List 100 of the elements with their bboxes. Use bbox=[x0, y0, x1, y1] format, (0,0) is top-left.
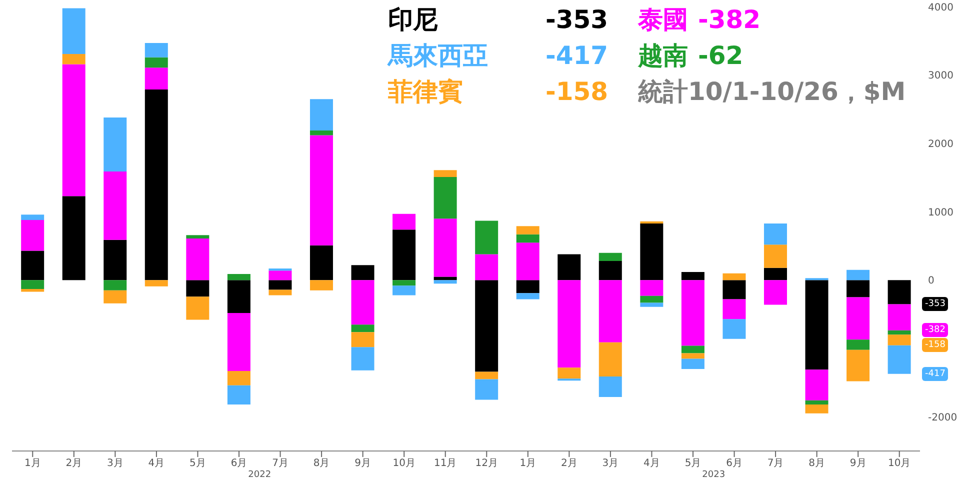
bar bbox=[640, 280, 664, 296]
bar bbox=[186, 235, 210, 238]
x-tick-label: 4月 bbox=[644, 458, 660, 470]
bar bbox=[351, 332, 374, 348]
x-tick-label: 5月 bbox=[190, 458, 206, 470]
bar bbox=[392, 286, 416, 296]
bar bbox=[764, 280, 787, 305]
x-tick-label: 7月 bbox=[272, 458, 288, 470]
y-tick-label: 1000 bbox=[928, 207, 954, 218]
bar bbox=[144, 90, 168, 280]
x-tick-label: 10月 bbox=[392, 458, 416, 470]
bar bbox=[598, 376, 622, 398]
bar bbox=[805, 404, 828, 414]
bar bbox=[227, 274, 250, 280]
bar bbox=[434, 218, 457, 277]
bar bbox=[888, 304, 911, 330]
bar bbox=[846, 297, 870, 340]
bar bbox=[722, 273, 746, 280]
bar bbox=[310, 280, 333, 290]
annotation: -62 bbox=[698, 40, 744, 72]
bar bbox=[516, 226, 540, 234]
y-tick-label: -2000 bbox=[928, 412, 958, 424]
x-tick-label: 9月 bbox=[354, 458, 372, 470]
text: -382 bbox=[922, 323, 948, 338]
x-tick-label: 6月 bbox=[230, 458, 248, 470]
annotation: -353 bbox=[545, 4, 608, 36]
y-tick-label: 2000 bbox=[928, 139, 954, 150]
bar bbox=[21, 280, 44, 290]
bar bbox=[558, 254, 581, 280]
bar bbox=[722, 319, 746, 339]
bar bbox=[186, 296, 210, 320]
bar bbox=[104, 240, 127, 280]
bar bbox=[434, 170, 457, 177]
x-tick-label: 1月 bbox=[24, 458, 41, 470]
x-tick-label: 12月 bbox=[475, 458, 498, 470]
bar bbox=[681, 358, 704, 369]
bar bbox=[722, 299, 746, 320]
y-tick-label: 4000 bbox=[928, 2, 954, 14]
text: 2023 bbox=[701, 470, 726, 480]
bar bbox=[310, 245, 333, 280]
bar bbox=[475, 254, 498, 280]
text: -158 bbox=[922, 338, 948, 352]
bar bbox=[268, 290, 292, 296]
bar bbox=[392, 214, 416, 230]
bar bbox=[227, 312, 250, 372]
bar bbox=[392, 280, 416, 286]
bar bbox=[681, 280, 704, 346]
bar bbox=[516, 234, 540, 243]
y-tick-label: 3000 bbox=[928, 70, 954, 82]
bar bbox=[722, 280, 746, 300]
bar bbox=[681, 346, 704, 354]
bar bbox=[640, 223, 664, 280]
bar bbox=[598, 261, 622, 280]
y-tick-label: 0 bbox=[928, 276, 934, 287]
bar bbox=[227, 280, 250, 313]
text: 印尼 bbox=[388, 4, 438, 36]
bar bbox=[558, 368, 581, 379]
text: 馬來西亞 bbox=[388, 40, 488, 72]
bar bbox=[805, 280, 828, 370]
bar bbox=[144, 57, 168, 68]
bar bbox=[516, 280, 540, 294]
x-tick-label: 10月 bbox=[888, 458, 911, 470]
bar bbox=[805, 370, 828, 400]
x-tick-label: 6月 bbox=[726, 458, 742, 470]
x-tick-label: 8月 bbox=[808, 458, 826, 470]
bar bbox=[227, 385, 250, 405]
bar bbox=[846, 280, 870, 298]
bar bbox=[144, 280, 168, 286]
text: 越南 bbox=[638, 40, 688, 72]
bar bbox=[104, 118, 127, 172]
x-tick-label: 7月 bbox=[767, 458, 784, 470]
bar bbox=[227, 371, 250, 386]
bar bbox=[62, 54, 86, 64]
bar bbox=[144, 43, 168, 58]
x-tick-label: 5月 bbox=[684, 458, 702, 470]
x-tick-label: 3月 bbox=[602, 458, 619, 470]
x-tick-label: 8月 bbox=[313, 458, 330, 470]
x-tick-label: 1月 bbox=[520, 458, 536, 470]
bar bbox=[434, 176, 457, 219]
bar bbox=[475, 372, 498, 380]
bar bbox=[681, 353, 704, 359]
text: -353 bbox=[922, 297, 948, 312]
bar bbox=[805, 400, 828, 405]
bar bbox=[186, 280, 210, 297]
bar bbox=[888, 280, 911, 304]
bar bbox=[21, 289, 44, 292]
bar bbox=[640, 302, 664, 307]
bar bbox=[104, 172, 127, 240]
bar bbox=[846, 270, 870, 280]
bar bbox=[351, 324, 374, 332]
bar bbox=[888, 330, 911, 335]
bar bbox=[62, 64, 86, 196]
bar bbox=[351, 347, 374, 370]
annotation: -158 bbox=[545, 76, 608, 108]
x-tick-label: 2月 bbox=[66, 458, 82, 470]
bar bbox=[475, 379, 498, 400]
bar bbox=[434, 280, 457, 284]
bar bbox=[310, 130, 333, 136]
bar bbox=[475, 280, 498, 372]
bar bbox=[516, 293, 540, 300]
